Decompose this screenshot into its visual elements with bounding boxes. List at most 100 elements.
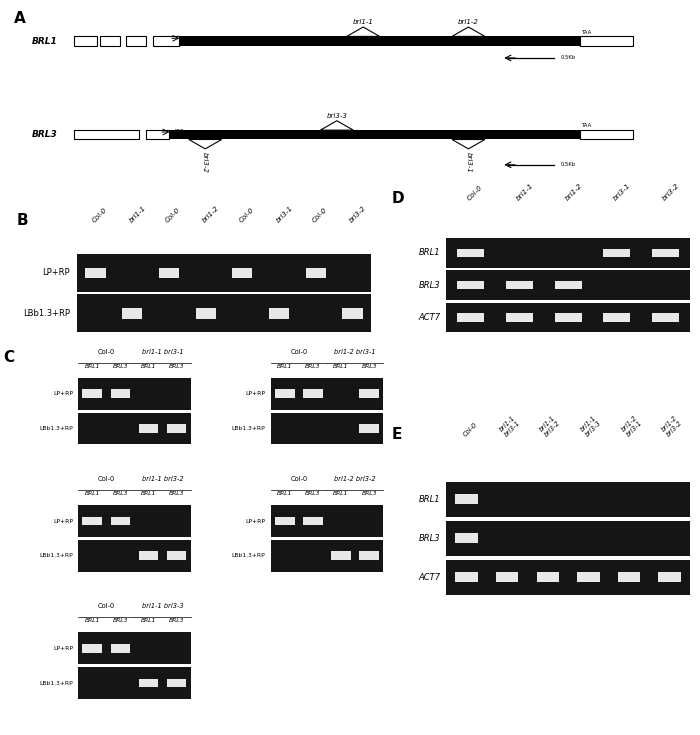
Bar [447,238,690,268]
Bar [447,559,690,595]
Bar [537,573,559,582]
Bar [100,37,120,46]
Bar [232,268,253,278]
Bar [83,517,102,526]
Bar [78,667,190,699]
Bar [271,505,383,537]
Polygon shape [452,140,485,149]
Text: brl1-1: brl1-1 [353,19,374,25]
Bar [331,551,351,560]
Text: LP+RP: LP+RP [53,645,73,650]
Bar [342,308,363,318]
Text: brl3-1: brl3-1 [275,204,294,223]
Text: Col-0: Col-0 [290,476,307,482]
Bar [74,130,139,140]
Text: brl3-1: brl3-1 [612,182,632,201]
Bar [83,390,102,398]
Bar [578,573,600,582]
Text: BRL1: BRL1 [141,618,156,623]
Text: BRL3: BRL3 [113,618,128,623]
Text: Col-0: Col-0 [466,184,484,201]
Bar [271,378,383,409]
Text: brl1-1: brl1-1 [128,204,147,223]
Bar [139,551,158,560]
Text: brl1-1
brl3-1: brl1-1 brl3-1 [498,414,522,437]
Bar [167,551,186,560]
Bar [77,295,371,332]
Bar [271,413,383,445]
Bar [496,573,519,582]
Polygon shape [452,27,485,37]
Text: brl1-2
brl3-2: brl1-2 brl3-2 [661,414,684,437]
Text: BRL1: BRL1 [141,364,156,369]
Bar [169,130,580,140]
Text: BRL1: BRL1 [85,491,100,496]
Text: brl1-1
brl3-3: brl1-1 brl3-3 [580,414,603,437]
Bar [153,37,179,46]
Text: LBb1.3+RP: LBb1.3+RP [23,309,70,318]
Text: LP+RP: LP+RP [53,391,73,396]
Bar [580,130,633,140]
Bar [456,495,478,504]
Text: ACT7: ACT7 [418,573,440,582]
Bar [303,517,323,526]
Bar [603,313,630,321]
Bar [447,303,690,332]
Text: BRL3: BRL3 [113,491,128,496]
Text: BRL1: BRL1 [277,491,293,496]
Text: ATG: ATG [174,129,184,135]
Text: brl1-2: brl1-2 [564,182,583,201]
Text: ACT7: ACT7 [418,313,440,322]
Text: Col-0: Col-0 [312,207,328,223]
Bar [447,481,690,517]
Text: LBb1.3+RP: LBb1.3+RP [232,553,265,559]
Text: LP+RP: LP+RP [53,518,73,523]
Bar [506,281,533,290]
Bar [456,534,478,543]
Text: ATG: ATG [183,36,193,40]
Text: brl1-2 brl3-1: brl1-2 brl3-1 [335,348,376,355]
Text: BRL3: BRL3 [419,534,440,543]
Text: BRL3: BRL3 [169,364,184,369]
Bar [167,678,186,687]
Bar [78,540,190,572]
Text: brl1-1 brl3-2: brl1-1 brl3-2 [142,476,183,482]
Text: LP+RP: LP+RP [42,268,70,277]
Bar [78,378,190,409]
Text: D: D [391,191,404,206]
Text: Col-0: Col-0 [98,348,115,355]
Bar [555,313,582,321]
Bar [78,413,190,445]
Bar [77,254,371,292]
Text: Col-0: Col-0 [98,603,115,609]
Text: TAA: TAA [582,123,592,128]
Bar [659,573,681,582]
Text: A: A [15,11,26,26]
Bar [78,505,190,537]
Text: brl3-2: brl3-2 [662,182,681,201]
Text: BRL3: BRL3 [169,618,184,623]
Text: BRL1: BRL1 [333,364,349,369]
Text: C: C [3,350,14,365]
Text: BRL1: BRL1 [277,364,293,369]
Text: BRL3: BRL3 [419,281,440,290]
Bar [139,678,158,687]
Bar [275,517,295,526]
Bar [306,268,326,278]
Bar [303,390,323,398]
Bar [78,632,190,664]
Text: BRL1: BRL1 [32,37,57,46]
Text: brl1-2
brl3-1: brl1-2 brl3-1 [620,414,643,437]
Text: E: E [391,427,402,442]
Text: brl1-1
brl3-2: brl1-1 brl3-2 [539,414,562,437]
Text: BRL1: BRL1 [141,491,156,496]
Text: Col-0: Col-0 [290,348,307,355]
Text: LBb1.3+RP: LBb1.3+RP [39,553,73,559]
Text: LP+RP: LP+RP [246,518,265,523]
Text: Col-0: Col-0 [98,476,115,482]
Bar [179,37,580,46]
Text: BRL1: BRL1 [419,248,440,257]
Text: BRL1: BRL1 [85,618,100,623]
Bar [111,517,130,526]
Text: BRL1: BRL1 [333,491,349,496]
